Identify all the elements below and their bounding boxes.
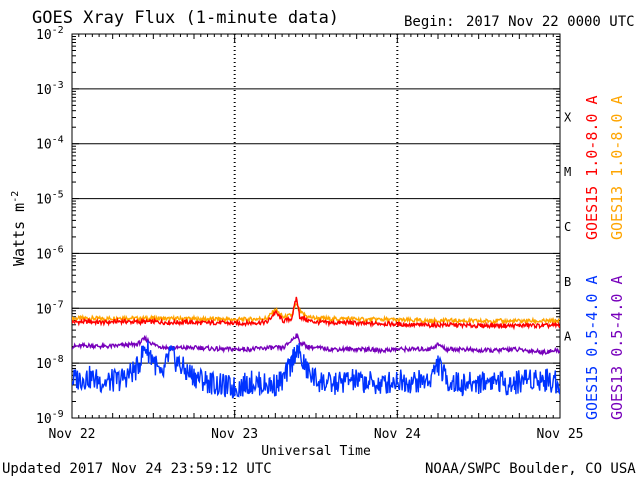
y-tick-label: 10-2 (36, 25, 64, 43)
legend-goes13-short: GOES13 0.5-4.0 A (608, 275, 626, 421)
y-tick-label: 10-3 (36, 80, 64, 98)
chart-title: GOES Xray Flux (1-minute data) (32, 8, 340, 28)
legend-goes13-long: GOES13 1.0-8.0 A (608, 95, 626, 241)
y-axis-label: Watts m-2 (10, 191, 28, 266)
footer-credit: NOAA/SWPC Boulder, CO USA (425, 461, 636, 477)
series-line-goes13-0-5-4-0-a (72, 332, 560, 357)
y-tick-label: 10-9 (36, 409, 64, 427)
flare-class-M: M (564, 165, 571, 179)
series-line-goes15-1-0-8-0-a (72, 296, 560, 331)
flare-class-C: C (564, 220, 571, 234)
series-line-goes13-1-0-8-0-a (72, 302, 560, 326)
x-tick-label: Nov 24 (374, 427, 421, 442)
begin-label: Begin: (404, 14, 455, 30)
y-tick-label: 10-8 (36, 354, 64, 372)
plot-frame (71, 33, 561, 419)
y-tick-label: 10-7 (36, 299, 64, 317)
legend-goes15-long: GOES15 1.0-8.0 A (583, 95, 601, 241)
footer-updated: Updated 2017 Nov 24 23:59:12 UTC (2, 461, 272, 477)
flare-class-A: A (564, 330, 572, 344)
begin-value: 2017 Nov 22 0000 UTC (466, 14, 635, 30)
x-tick-label: Nov 23 (211, 427, 258, 442)
x-tick-label: Nov 22 (49, 427, 96, 442)
flare-class-B: B (564, 275, 571, 289)
series-line-goes15-0-5-4-0-a (72, 340, 560, 399)
legend-goes15-short: GOES15 0.5-4.0 A (583, 275, 601, 421)
y-tick-label: 10-6 (36, 244, 64, 262)
flare-class-X: X (564, 110, 572, 124)
x-axis-label: Universal Time (261, 444, 371, 459)
y-tick-label: 10-5 (36, 190, 64, 208)
x-tick-label: Nov 25 (537, 427, 584, 442)
y-tick-label: 10-4 (36, 135, 64, 153)
